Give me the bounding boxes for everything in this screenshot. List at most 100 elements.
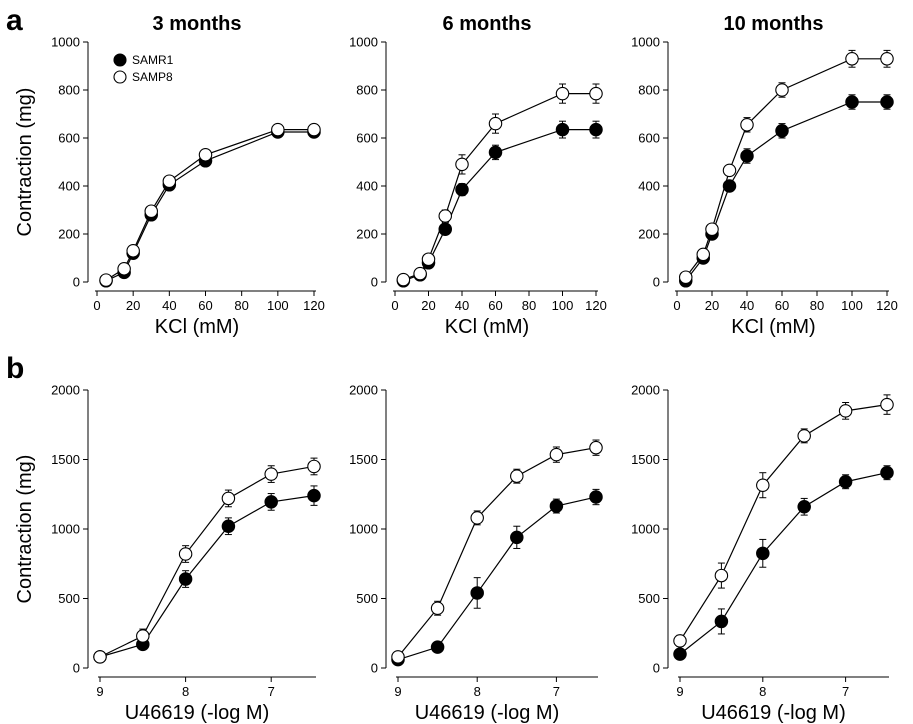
legend-marker — [113, 53, 127, 67]
x-tick-label: 20 — [126, 298, 140, 313]
y-tick-label: 1500 — [349, 452, 378, 467]
x-tick-label: 80 — [234, 298, 248, 313]
data-point — [455, 157, 469, 172]
data-point — [589, 490, 603, 504]
y-tick-label: 1000 — [51, 522, 80, 537]
data-point — [555, 86, 570, 101]
data-point — [264, 495, 278, 509]
x-tick-label: 120 — [303, 298, 325, 313]
chart-panel-6: 0 500 1000 1500 2000 9 8 7 U46619 (-log M) — [631, 383, 894, 724]
y-tick-label: 2000 — [349, 383, 378, 398]
data-point — [589, 122, 603, 137]
data-point — [510, 530, 524, 545]
y-tick-label: 1000 — [51, 35, 80, 50]
legend-marker — [113, 70, 127, 84]
series-samp8 — [93, 457, 321, 664]
data-point — [775, 124, 789, 138]
data-point — [93, 650, 107, 664]
y-tick-label: 0 — [73, 275, 80, 290]
x-tick-label: 7 — [268, 684, 275, 699]
data-point — [756, 546, 770, 561]
chart-panel-1: 0 200 400 600 800 1000 0 20 40 60 80 100 120 3 months… — [14, 13, 325, 338]
x-tick-label: 9 — [96, 684, 103, 699]
y-tick-label: 2000 — [51, 383, 80, 398]
y-tick-label: 1000 — [631, 522, 660, 537]
x-axis-title: U46619 (-log M) — [701, 702, 846, 724]
y-tick-label: 1000 — [349, 35, 378, 50]
chart-panel-3: 0 200 400 600 800 1000 0 20 40 60 80 100 120 10 month… — [631, 13, 898, 338]
x-tick-label: 100 — [552, 298, 574, 313]
legend-label: SAMR1 — [132, 53, 174, 67]
chart-panel-5: 0 500 1000 1500 2000 9 8 7 U46619 (-log M) — [349, 383, 603, 724]
x-tick-label: 120 — [585, 298, 607, 313]
y-tick-label: 0 — [371, 275, 378, 290]
series-samp8 — [391, 439, 603, 664]
y-tick-label: 600 — [356, 131, 378, 146]
data-point — [555, 122, 570, 137]
data-point — [678, 270, 693, 284]
data-point — [488, 145, 503, 160]
data-point — [396, 272, 411, 287]
y-tick-label: 2000 — [631, 383, 660, 398]
x-axis-title: U46619 (-log M) — [415, 702, 560, 724]
data-point — [438, 209, 452, 223]
panel-title: 6 months — [443, 13, 532, 35]
x-tick-label: 40 — [162, 298, 176, 313]
x-tick-label: 7 — [553, 684, 560, 699]
y-tick-label: 1000 — [349, 522, 378, 537]
data-point — [838, 404, 853, 418]
data-point — [430, 601, 445, 615]
y-tick-label: 600 — [58, 131, 80, 146]
x-tick-label: 100 — [267, 298, 289, 313]
series-samp8 — [678, 49, 894, 284]
series-samp8 — [396, 83, 603, 287]
data-point — [413, 266, 427, 281]
data-point — [264, 467, 278, 481]
y-tick-label: 200 — [58, 227, 80, 242]
data-point — [136, 629, 150, 643]
x-tick-label: 20 — [421, 298, 435, 313]
series-line — [99, 465, 315, 658]
data-point — [880, 52, 894, 66]
y-tick-label: 400 — [638, 179, 660, 194]
y-tick-label: 600 — [638, 131, 660, 146]
y-tick-label: 0 — [73, 661, 80, 676]
y-tick-label: 200 — [638, 227, 660, 242]
y-tick-label: 0 — [371, 661, 378, 676]
data-point — [421, 252, 436, 266]
chart-panel-4: 0 500 1000 1500 2000 9 8 7 U46619 (-log M) Contra… — [14, 383, 321, 724]
data-point — [162, 174, 177, 188]
y-tick-label: 0 — [653, 275, 660, 290]
y-axis-title: Contraction (mg) — [14, 455, 36, 604]
y-tick-label: 500 — [356, 591, 378, 606]
data-point — [144, 204, 159, 218]
x-tick-label: 8 — [474, 684, 481, 699]
y-tick-label: 1500 — [51, 452, 80, 467]
data-point — [488, 116, 503, 131]
data-point — [271, 122, 285, 137]
data-point — [775, 83, 789, 97]
legend: SAMR1 SAMP8 — [113, 53, 174, 84]
data-point — [470, 511, 484, 525]
x-tick-label: 40 — [455, 298, 469, 313]
data-point — [845, 52, 859, 66]
x-tick-label: 0 — [391, 298, 398, 313]
data-point — [880, 397, 894, 412]
data-point — [455, 182, 469, 197]
x-tick-label: 60 — [198, 298, 212, 313]
data-point — [470, 586, 484, 600]
x-tick-label: 8 — [759, 684, 766, 699]
x-tick-label: 20 — [705, 298, 719, 313]
data-point — [198, 148, 213, 162]
series-line — [679, 404, 888, 642]
data-point — [510, 469, 524, 483]
data-point — [880, 465, 894, 480]
x-tick-label: 120 — [876, 298, 898, 313]
data-point — [845, 95, 859, 109]
data-point — [117, 262, 131, 276]
panel-title: 10 months — [723, 13, 823, 35]
series-line — [679, 472, 888, 655]
data-point — [430, 640, 445, 654]
data-point — [391, 650, 405, 664]
